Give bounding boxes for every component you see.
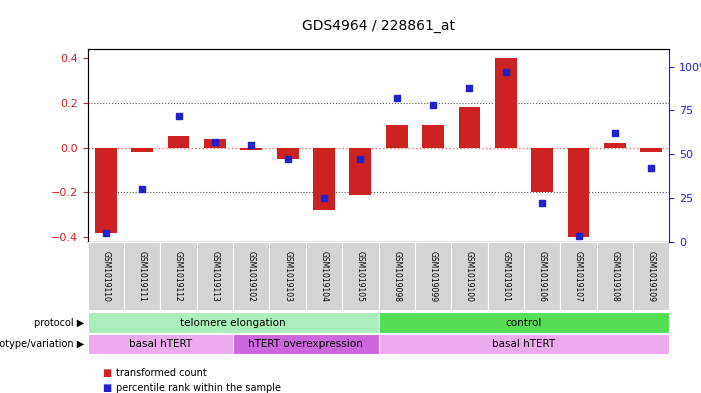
Text: hTERT overexpression: hTERT overexpression xyxy=(248,339,363,349)
Bar xyxy=(379,312,669,333)
Bar xyxy=(88,242,124,310)
Bar xyxy=(524,242,560,310)
Text: basal hTERT: basal hTERT xyxy=(492,339,556,349)
Point xyxy=(464,84,475,91)
Bar xyxy=(422,125,444,148)
Point xyxy=(282,156,293,163)
Bar xyxy=(568,148,590,237)
Text: GSM1019104: GSM1019104 xyxy=(320,251,329,301)
Text: GSM1019103: GSM1019103 xyxy=(283,251,292,301)
Bar xyxy=(131,148,153,152)
Point xyxy=(100,230,111,236)
Text: genotype/variation ▶: genotype/variation ▶ xyxy=(0,339,84,349)
Bar xyxy=(379,334,669,354)
Point xyxy=(536,200,547,206)
Point xyxy=(210,139,221,145)
Text: GSM1019106: GSM1019106 xyxy=(538,251,547,301)
Text: ■: ■ xyxy=(102,368,111,378)
Point xyxy=(245,142,257,149)
Bar xyxy=(204,139,226,148)
Text: GSM1019110: GSM1019110 xyxy=(102,251,110,301)
Text: telomere elongation: telomere elongation xyxy=(180,318,286,328)
Text: GSM1019101: GSM1019101 xyxy=(501,251,510,301)
Point xyxy=(609,130,620,136)
Bar xyxy=(233,334,379,354)
Text: GSM1019102: GSM1019102 xyxy=(247,251,256,301)
Bar xyxy=(495,58,517,148)
Bar xyxy=(604,143,626,148)
Text: GSM1019107: GSM1019107 xyxy=(574,251,583,301)
Bar xyxy=(124,242,161,310)
Text: ■: ■ xyxy=(102,383,111,393)
Point xyxy=(318,195,329,201)
Bar xyxy=(342,242,379,310)
Bar xyxy=(313,148,335,210)
Bar xyxy=(197,242,233,310)
Point xyxy=(173,112,184,119)
Bar xyxy=(168,136,189,148)
Point xyxy=(137,186,148,192)
Bar xyxy=(560,242,597,310)
Point xyxy=(646,165,657,171)
Bar xyxy=(641,148,662,152)
Text: control: control xyxy=(506,318,542,328)
Bar xyxy=(379,242,415,310)
Bar xyxy=(488,242,524,310)
Text: GSM1019109: GSM1019109 xyxy=(647,251,655,301)
Text: basal hTERT: basal hTERT xyxy=(129,339,192,349)
Text: protocol ▶: protocol ▶ xyxy=(34,318,84,328)
Bar xyxy=(233,242,269,310)
Bar xyxy=(240,148,262,150)
Text: transformed count: transformed count xyxy=(116,368,206,378)
Bar xyxy=(451,242,488,310)
Text: GSM1019099: GSM1019099 xyxy=(428,250,437,302)
Point xyxy=(501,69,512,75)
Bar xyxy=(88,334,233,354)
Bar xyxy=(531,148,553,193)
Text: GSM1019100: GSM1019100 xyxy=(465,251,474,301)
Bar xyxy=(633,242,669,310)
Bar xyxy=(269,242,306,310)
Text: GSM1019112: GSM1019112 xyxy=(174,251,183,301)
Bar xyxy=(161,242,197,310)
Text: GSM1019111: GSM1019111 xyxy=(137,251,147,301)
Point xyxy=(428,102,439,108)
Bar xyxy=(95,148,116,233)
Bar xyxy=(415,242,451,310)
Bar xyxy=(386,125,407,148)
Bar xyxy=(306,242,342,310)
Text: GSM1019108: GSM1019108 xyxy=(611,251,620,301)
Bar xyxy=(597,242,633,310)
Text: percentile rank within the sample: percentile rank within the sample xyxy=(116,383,280,393)
Text: GSM1019105: GSM1019105 xyxy=(356,251,365,301)
Bar xyxy=(458,107,480,148)
Text: GDS4964 / 228861_at: GDS4964 / 228861_at xyxy=(302,19,455,33)
Text: GSM1019098: GSM1019098 xyxy=(393,251,401,301)
Point xyxy=(355,156,366,163)
Bar xyxy=(349,148,372,195)
Bar xyxy=(88,312,379,333)
Bar xyxy=(277,148,299,159)
Point xyxy=(573,233,584,240)
Point xyxy=(391,95,402,101)
Text: GSM1019113: GSM1019113 xyxy=(210,251,219,301)
